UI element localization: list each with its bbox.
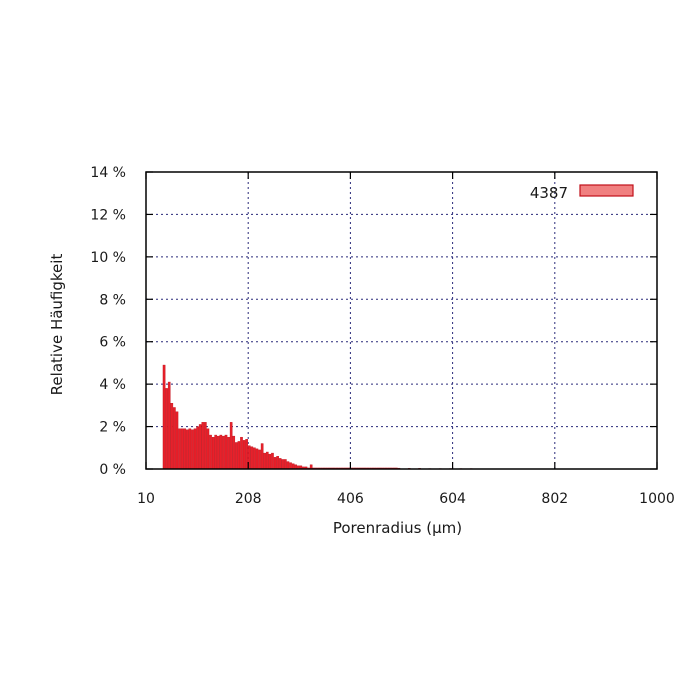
x-tick-label: 1000 (639, 491, 675, 507)
histogram-bar (242, 440, 246, 470)
histogram-bar (255, 448, 259, 470)
legend: 4387 (530, 184, 634, 202)
histogram-bar (165, 388, 168, 470)
y-tick-label: 12 % (90, 207, 126, 223)
histogram-bar (191, 429, 194, 470)
x-tick-label: 10 (137, 491, 155, 507)
histogram-bar (229, 422, 233, 470)
y-tick-label: 2 % (99, 420, 126, 436)
x-tick-label: 406 (337, 491, 364, 507)
histogram-bar (240, 436, 243, 470)
histogram-bar (222, 435, 225, 470)
histogram-bar (260, 443, 264, 470)
y-tick-label: 0 % (99, 462, 126, 478)
x-tick-label: 802 (541, 491, 568, 507)
y-tick-label: 14 % (90, 165, 126, 181)
histogram-bar (227, 436, 230, 470)
bars-group (162, 364, 473, 470)
histogram-bar (271, 452, 274, 470)
histogram-bar (216, 435, 220, 470)
tick-marks (145, 171, 658, 470)
y-tick-labels: 0 % 2 % 4 % 6 % 8 % 10 % 12 % 14 % (90, 165, 126, 478)
x-axis-label: Porenradius (µm) (333, 519, 462, 537)
x-tick-labels: 10 208 406 604 802 1000 (137, 491, 675, 507)
histogram-bar (237, 441, 241, 470)
histogram-bar (232, 435, 236, 470)
y-tick-label: 4 % (99, 377, 126, 393)
histogram-bar (198, 424, 202, 470)
plot-frame (145, 171, 658, 470)
y-tick-label: 10 % (90, 250, 126, 266)
y-axis-label: Relative Häufigkeit (48, 254, 66, 396)
histogram-bar (265, 451, 269, 470)
histogram-bar (206, 428, 210, 470)
histogram-bar (209, 434, 212, 470)
y-tick-label: 8 % (99, 292, 126, 308)
histogram-bar (263, 452, 267, 470)
histogram-bar (281, 459, 285, 470)
histogram-bar (173, 407, 176, 470)
histogram-bar (278, 458, 282, 470)
histogram-bar (167, 381, 171, 470)
histogram-bar (196, 426, 199, 470)
histogram-bar (211, 436, 215, 470)
histogram-bar (162, 364, 166, 470)
legend-swatch (579, 184, 634, 197)
histogram-bar (185, 429, 189, 470)
histogram-bar (193, 428, 197, 470)
histogram-bar (291, 463, 295, 470)
histogram-bar (183, 428, 187, 470)
histogram-bar (273, 457, 277, 470)
x-tick-label: 604 (439, 491, 466, 507)
histogram-bar (276, 456, 279, 470)
histogram-bar (188, 428, 192, 470)
histogram-bar (180, 428, 184, 470)
histogram-bar (219, 434, 223, 470)
legend-label: 4387 (530, 184, 568, 202)
histogram-bar (204, 422, 207, 470)
histogram-bar (250, 446, 254, 470)
histogram-bar (170, 403, 174, 470)
histogram-bar (201, 422, 205, 470)
histogram-bar (258, 449, 261, 470)
histogram-bar (178, 428, 181, 470)
x-tick-label: 208 (235, 491, 262, 507)
histogram-bar (253, 447, 256, 470)
histogram-bar (284, 459, 287, 470)
histogram-bar (214, 434, 217, 470)
histogram-bar (235, 442, 238, 470)
histogram-bar (268, 453, 272, 470)
histogram-bar (224, 434, 228, 470)
histogram-bar (245, 439, 248, 470)
histogram-bar (175, 411, 179, 470)
histogram-bar (286, 461, 290, 470)
y-tick-label: 6 % (99, 335, 126, 351)
histogram-bar (289, 462, 292, 470)
